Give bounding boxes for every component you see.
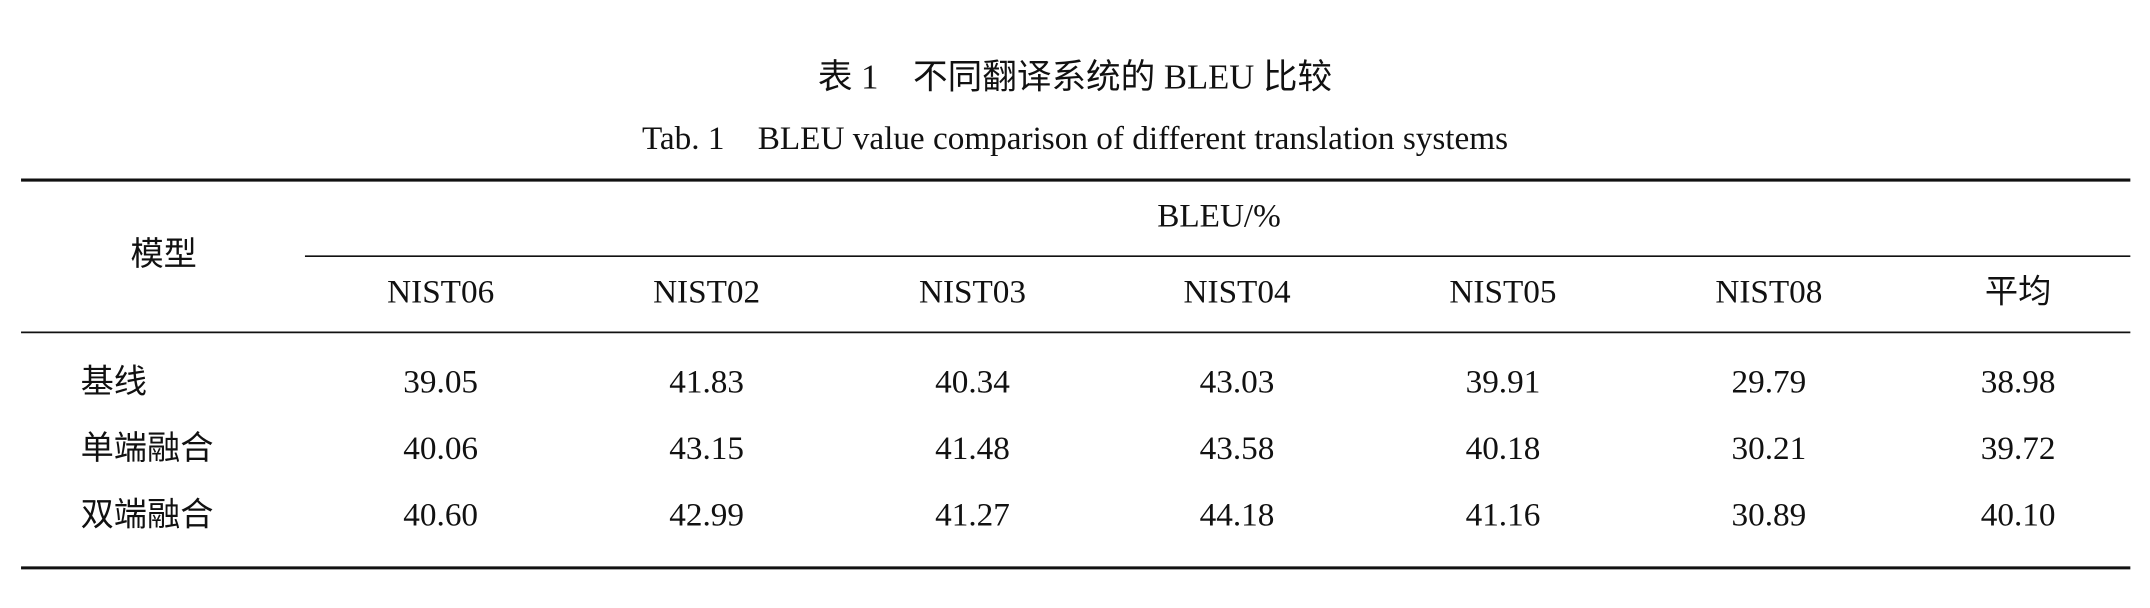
row-label: 双端融合: [81, 497, 214, 534]
cell-value: 29.79: [1731, 364, 1806, 401]
cell-value: 38.98: [1981, 364, 2056, 401]
column-header: NIST05: [1449, 274, 1556, 311]
cell-value: 40.18: [1466, 430, 1541, 467]
group-header: BLEU/%: [1157, 197, 1281, 234]
cell-value: 39.91: [1466, 364, 1541, 401]
cell-value: 43.15: [669, 430, 744, 467]
column-header: NIST02: [653, 274, 760, 311]
column-header: NIST03: [919, 274, 1026, 311]
cell-value: 40.60: [403, 497, 478, 534]
cell-value: 43.58: [1200, 430, 1275, 467]
cell-value: 42.99: [669, 497, 744, 534]
cell-value: 40.06: [403, 430, 478, 467]
cell-value: 41.27: [935, 497, 1010, 534]
cell-value: 40.10: [1981, 497, 2056, 534]
cell-value: 30.89: [1731, 497, 1806, 534]
table-subtitle: Tab. 1 BLEU value comparison of differen…: [642, 120, 1508, 157]
column-header: NIST06: [387, 274, 494, 311]
column-header: 平均: [1985, 274, 2051, 311]
column-header: NIST04: [1184, 274, 1291, 311]
cell-value: 30.21: [1731, 430, 1806, 467]
table-title: 表 1 不同翻译系统的 BLEU 比较: [818, 58, 1332, 96]
column-header: NIST08: [1715, 274, 1822, 311]
row-header: 模型: [130, 236, 196, 273]
cell-value: 41.83: [669, 364, 744, 401]
cell-value: 39.05: [403, 364, 478, 401]
cell-value: 44.18: [1200, 497, 1275, 534]
cell-value: 39.72: [1981, 430, 2056, 467]
row-label: 单端融合: [81, 430, 214, 467]
cell-value: 41.16: [1466, 497, 1541, 534]
cell-value: 41.48: [935, 430, 1010, 467]
cell-value: 43.03: [1200, 364, 1275, 401]
row-label: 基线: [81, 364, 147, 401]
cell-value: 40.34: [935, 364, 1010, 401]
